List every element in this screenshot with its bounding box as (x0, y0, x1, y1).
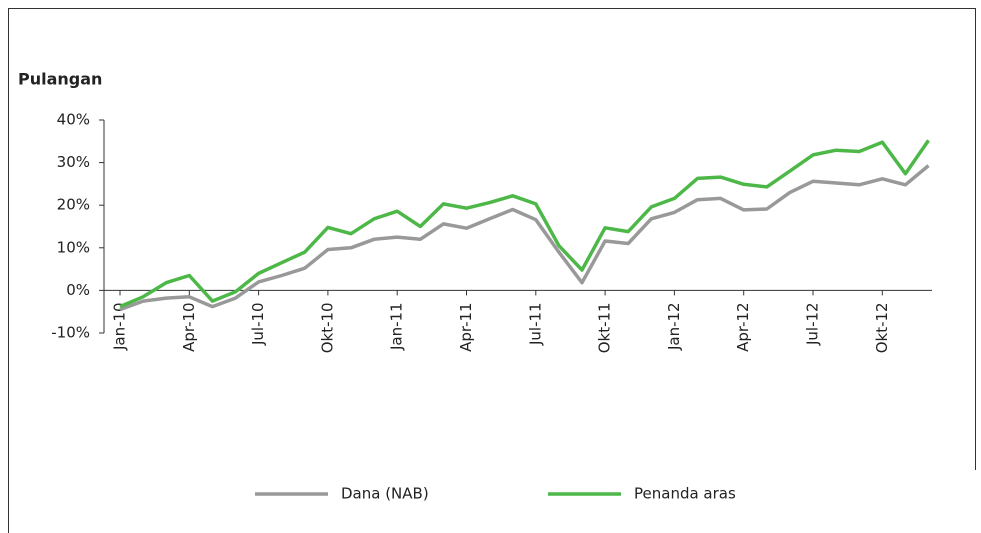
x-tick-label: Apr-10 (180, 302, 198, 352)
x-tick-label: Jul-10 (249, 302, 267, 346)
x-tick-label: Apr-12 (734, 302, 752, 352)
x-tick-label: Okt-10 (318, 302, 336, 353)
legend-label: Dana (NAB) (341, 485, 429, 503)
y-tick-label: 20% (57, 196, 90, 214)
x-tick-label: Jul-11 (526, 302, 544, 346)
x-tick-label: Okt-11 (596, 302, 614, 353)
x-tick-label: Apr-11 (457, 302, 475, 352)
y-tick-label: 30% (57, 153, 90, 171)
series-line (119, 164, 930, 312)
x-tick-label: Jan-12 (665, 302, 683, 351)
y-tick-label: 0% (66, 281, 90, 299)
frame (8, 8, 976, 533)
y-tick-label: 10% (57, 238, 90, 256)
legend-label: Penanda aras (634, 485, 736, 503)
x-tick-label: Jul-12 (804, 302, 822, 346)
y-tick-label: -10% (51, 324, 90, 342)
x-tick-label: Okt-12 (873, 302, 891, 353)
x-tick-label: Jan-10 (111, 302, 129, 351)
series-line (119, 139, 930, 309)
x-tick-label: Jan-11 (388, 302, 406, 351)
chart-title: Pulangan (18, 70, 102, 89)
y-tick-label: 40% (57, 111, 90, 129)
